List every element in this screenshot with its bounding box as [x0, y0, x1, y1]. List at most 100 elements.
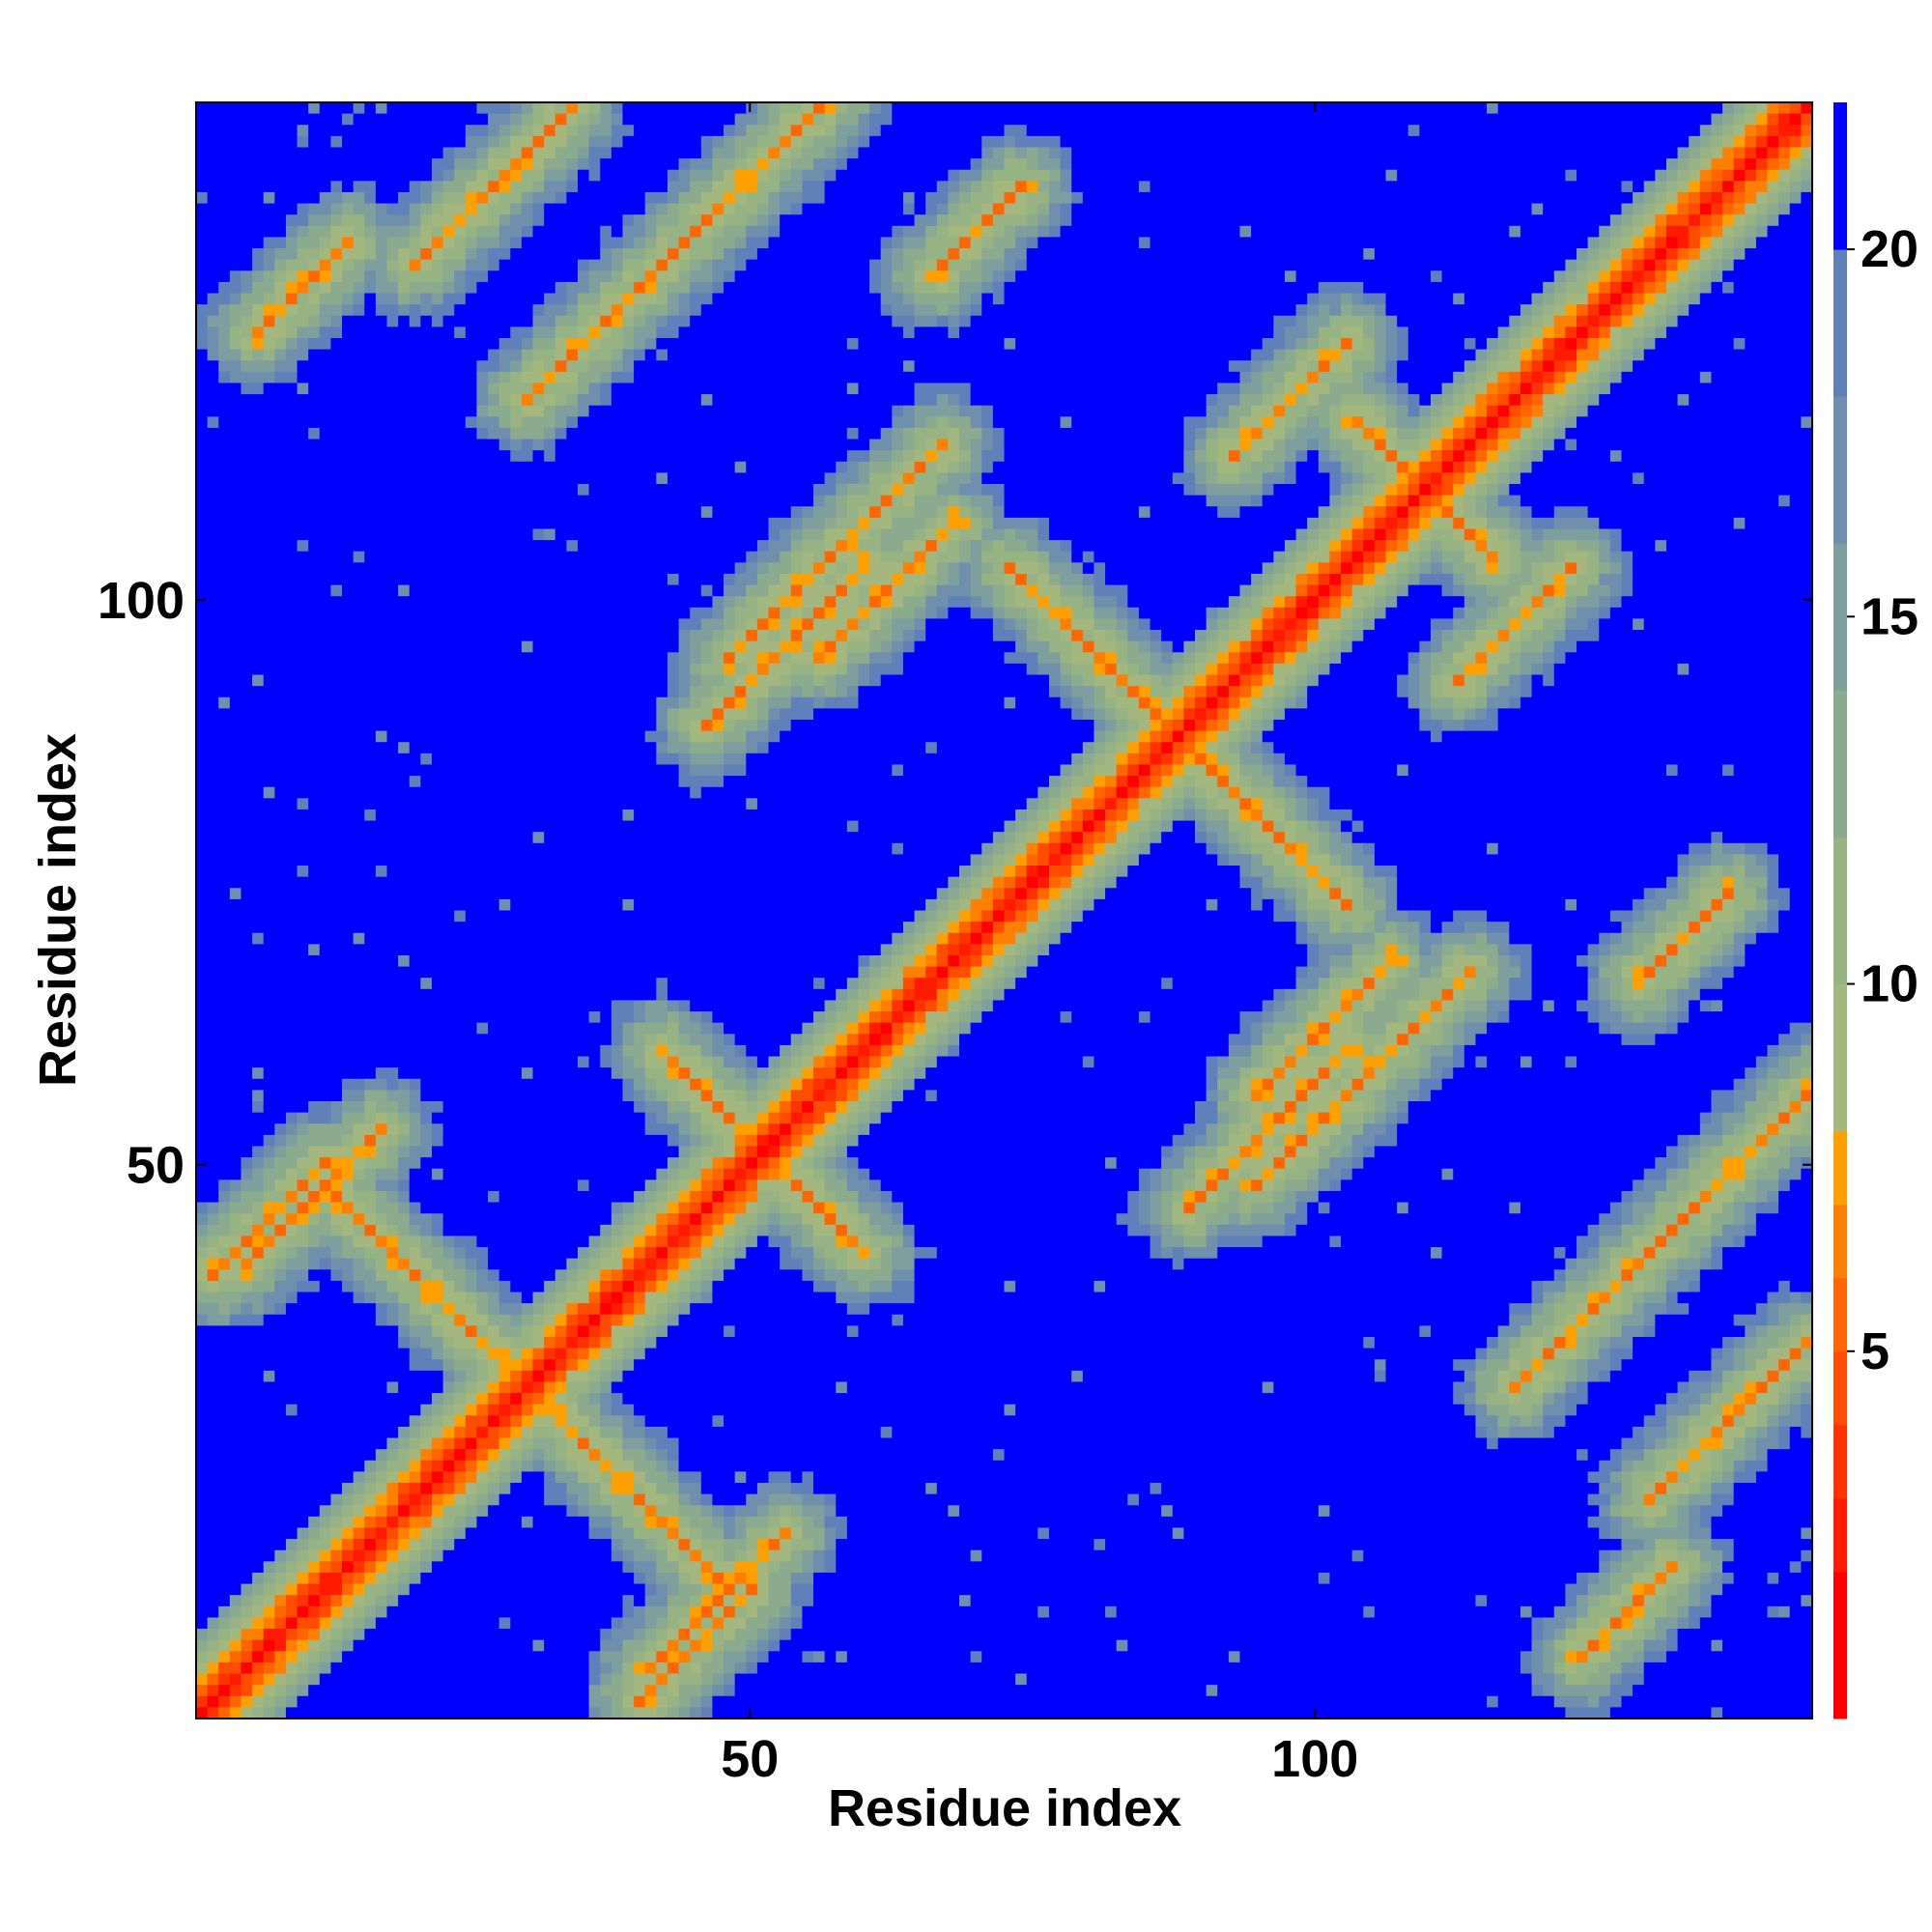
heatmap-cell-run — [1329, 652, 1342, 665]
heatmap-cell-run — [1801, 1168, 1813, 1180]
heatmap-cell-run — [836, 461, 848, 473]
heatmap-cell-run — [1722, 281, 1735, 295]
heatmap-cell-run — [207, 349, 219, 361]
heatmap-cell-run — [1374, 315, 1387, 327]
heatmap-cell-run — [252, 1101, 265, 1114]
heatmap-cell-run — [1284, 461, 1297, 473]
heatmap-cell-run — [948, 898, 960, 912]
heatmap-cell-run — [263, 1190, 287, 1204]
heatmap-cell-run — [1509, 528, 1521, 541]
heatmap-cell-run — [409, 225, 421, 239]
heatmap-cell-run — [1722, 270, 1813, 283]
heatmap-cell-run — [746, 125, 770, 137]
heatmap-cell-run — [1251, 1179, 1264, 1192]
heatmap-cell-run — [241, 1157, 253, 1170]
heatmap-cell-run — [1509, 696, 1521, 709]
heatmap-cell-run — [1071, 191, 1084, 205]
heatmap-cell-run — [1475, 573, 1510, 586]
heatmap-cell-run — [488, 1190, 500, 1204]
heatmap-cell-run — [644, 1101, 668, 1114]
heatmap-cell-run — [252, 270, 265, 283]
heatmap-cell-run — [981, 944, 994, 956]
heatmap-cell-run — [1195, 798, 1208, 810]
heatmap-cell-run — [656, 708, 668, 721]
heatmap-cell-run — [1543, 371, 1555, 384]
heatmap-cell-run — [1453, 450, 1465, 463]
heatmap-cell-run — [1801, 113, 1813, 126]
heatmap-cell-run — [1239, 1157, 1274, 1170]
heatmap-cell-run — [1161, 696, 1174, 709]
heatmap-cell-run — [1643, 888, 1656, 900]
heatmap-cell-run — [488, 169, 500, 182]
heatmap-cell-run — [1711, 158, 1735, 171]
heatmap-cell-run — [678, 1134, 691, 1148]
heatmap-cell-run — [1228, 607, 1241, 620]
heatmap-cell-run — [476, 360, 500, 373]
heatmap-cell-run — [330, 315, 343, 327]
heatmap-cell-run — [498, 214, 511, 227]
heatmap-cell-run — [274, 281, 287, 295]
heatmap-cell-run — [1497, 394, 1510, 407]
heatmap-cell-run — [488, 181, 500, 193]
heatmap-cell-run — [712, 169, 724, 182]
heatmap-cell-run — [1015, 854, 1028, 867]
heatmap-cell-run — [1778, 191, 1791, 205]
heatmap-cell-run — [1127, 809, 1140, 822]
heatmap-cell-run — [768, 562, 792, 575]
heatmap-cell-run — [892, 113, 1713, 126]
heatmap-cell-run — [712, 584, 724, 597]
heatmap-cell-run — [1341, 551, 1353, 563]
heatmap-cell-run — [308, 225, 332, 239]
heatmap-cell-run — [622, 327, 635, 339]
heatmap-cell-run — [1060, 832, 1072, 844]
heatmap-cell-run — [622, 304, 635, 317]
heatmap-cell-run — [1733, 517, 1746, 530]
heatmap-cell-run — [1004, 158, 1028, 171]
heatmap-cell-run — [409, 1213, 433, 1226]
heatmap-cell-run — [1239, 1213, 1252, 1226]
heatmap-cell-run — [970, 876, 982, 889]
heatmap-cell-run — [1385, 1090, 1409, 1102]
heatmap-cell-run — [1767, 191, 1779, 205]
heatmap-cell-run — [1463, 988, 1488, 1002]
heatmap-cell-run — [1329, 630, 1342, 642]
heatmap-cell-run — [959, 281, 982, 295]
heatmap-cell-run — [1150, 742, 1162, 754]
heatmap-cell-run — [1195, 809, 1208, 822]
heatmap-cell-run — [690, 203, 714, 215]
heatmap-cell-run — [1577, 573, 1600, 586]
heatmap-cell-run — [959, 495, 972, 507]
heatmap-cell-run — [1789, 1101, 1802, 1114]
heatmap-cell-run — [364, 225, 377, 239]
heatmap-cell-run — [948, 416, 972, 429]
heatmap-cell-run — [1251, 820, 1264, 833]
heatmap-cell-run — [1520, 1202, 1611, 1214]
heatmap-cell-run — [622, 360, 635, 373]
heatmap-cell-run — [1116, 686, 1128, 698]
heatmap-cell-run — [1363, 293, 1387, 305]
heatmap-cell-run — [869, 102, 882, 115]
heatmap-cell-run — [196, 225, 287, 239]
heatmap-cell-run — [1487, 910, 1611, 923]
heatmap-cell-run — [1801, 135, 1813, 149]
heatmap-cell-run — [780, 1134, 792, 1148]
heatmap-cell-run — [1407, 573, 1420, 586]
heatmap-cell-run — [790, 158, 814, 171]
heatmap-cell-run — [644, 1034, 657, 1046]
heatmap-cell-run — [308, 540, 567, 553]
heatmap-cell-run — [1407, 506, 1420, 519]
heatmap-cell-run — [869, 630, 893, 642]
heatmap-cell-run — [241, 1213, 253, 1226]
heatmap-cell-run — [263, 259, 275, 271]
heatmap-cell-run — [690, 1146, 702, 1158]
heatmap-cell-run — [207, 191, 265, 205]
heatmap-cell-run — [1643, 898, 1667, 912]
heatmap-cell-run — [1206, 461, 1218, 473]
heatmap-cell-run — [756, 102, 770, 115]
heatmap-cell-run — [1385, 461, 1398, 473]
heatmap-cell-run — [1341, 978, 1364, 990]
heatmap-cell-run — [1161, 820, 1174, 833]
heatmap-cell-run — [229, 327, 253, 339]
heatmap-cell-run — [229, 337, 242, 351]
heatmap-cell-run — [330, 1101, 343, 1114]
